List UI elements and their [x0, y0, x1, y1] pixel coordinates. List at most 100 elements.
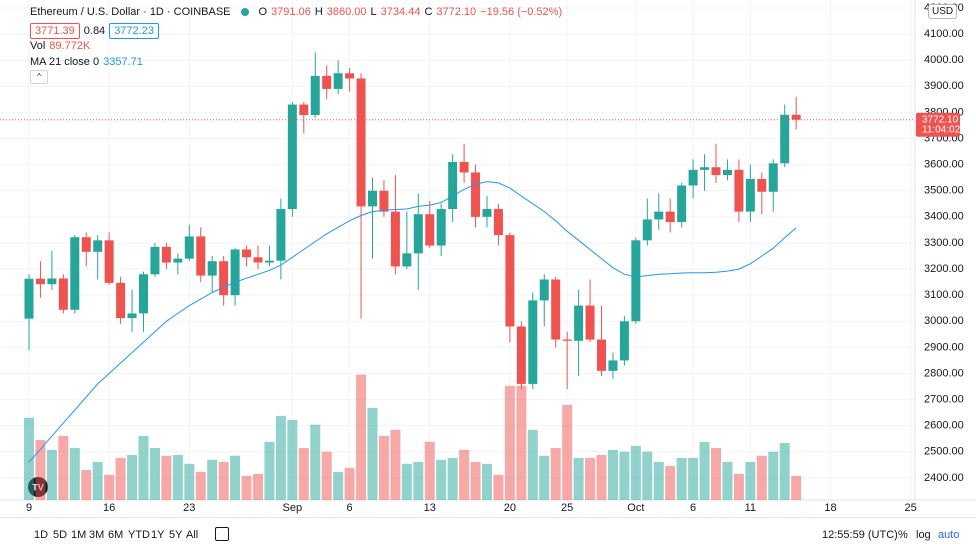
candle-body	[276, 209, 286, 261]
c-value: 3772.10	[436, 6, 477, 18]
candle-body	[482, 209, 492, 217]
currency-button[interactable]: USD	[928, 4, 958, 19]
candle-body	[471, 172, 481, 217]
price-axis-bg	[915, 0, 976, 517]
y-tick-label: 3500.00	[924, 185, 964, 197]
candle-body	[345, 73, 355, 79]
candle-body	[230, 249, 240, 296]
range-button[interactable]: All	[186, 529, 199, 541]
x-tick-label: 11	[745, 502, 756, 514]
ask[interactable]: 3772.23	[109, 23, 159, 39]
volume-bar	[390, 429, 401, 500]
collapse-button[interactable]: ^	[30, 70, 48, 84]
candle-body	[642, 219, 652, 241]
candle-body	[184, 236, 194, 259]
volume-bar	[596, 454, 607, 500]
bid[interactable]: 3771.39	[30, 23, 80, 39]
volume-bar	[447, 457, 458, 500]
candle-body	[93, 240, 103, 252]
candle-body	[757, 178, 767, 192]
volume-bar	[539, 455, 550, 500]
last-price-label: 3772.10	[922, 114, 959, 125]
candle-body	[516, 326, 526, 384]
range-button[interactable]: 6M	[108, 529, 124, 541]
candles	[24, 52, 801, 390]
candle-body	[700, 167, 710, 170]
x-tick-label: 13	[424, 502, 436, 514]
volume-bar	[665, 465, 676, 500]
volume-bar	[676, 457, 687, 500]
volume-bar	[344, 467, 355, 500]
candle-body	[207, 261, 217, 276]
range-button[interactable]: 5D	[53, 529, 68, 541]
legend-quote: 3771.39 0.84 3772.23	[30, 23, 159, 39]
x-tick-label: 6	[690, 502, 696, 514]
y-tick-label: 4000.00	[924, 54, 964, 66]
volume-bar	[413, 461, 424, 500]
candle-body	[81, 237, 91, 252]
x-tick-label: 18	[824, 502, 836, 514]
candle-body	[402, 253, 412, 267]
grid	[0, 0, 915, 500]
range-button[interactable]: 3M	[89, 529, 105, 541]
volume-bar	[367, 407, 378, 500]
range-button[interactable]: 1Y	[151, 529, 165, 541]
candle-body	[127, 313, 137, 319]
y-tick-label: 2400.00	[924, 472, 964, 484]
candle-body	[734, 169, 744, 212]
volume-bar	[504, 385, 515, 500]
volume-bar	[149, 448, 160, 500]
vol-value: 89.772K	[49, 40, 91, 52]
countdown-label: 11:04:02	[922, 124, 961, 135]
auto-toggle[interactable]: auto	[938, 529, 960, 541]
candle-body	[551, 279, 561, 340]
y-tick-label: 3200.00	[924, 263, 964, 275]
date-range-icon[interactable]	[215, 527, 229, 541]
candle-body	[654, 211, 664, 220]
range-button[interactable]: YTD	[128, 529, 150, 541]
x-tick-label: Sep	[283, 502, 303, 514]
candle-body	[505, 235, 515, 327]
candle-body	[264, 260, 274, 263]
o-value: 3791.06	[271, 6, 311, 18]
candle-body	[219, 261, 229, 296]
vol-key: Vol	[30, 40, 46, 52]
candle-body	[116, 282, 126, 319]
log-toggle[interactable]: log	[916, 529, 931, 541]
ma-key: MA 21 close 0	[30, 56, 100, 68]
volume-bar	[287, 419, 298, 500]
range-button[interactable]: 5Y	[169, 529, 183, 541]
volume-bar	[722, 461, 733, 500]
candle-body	[287, 104, 297, 210]
candle-body	[24, 278, 34, 319]
volume-bar	[46, 449, 57, 500]
candle-body	[574, 305, 584, 341]
volume-bar	[653, 461, 664, 500]
volume-bar	[275, 415, 286, 500]
range-button[interactable]: 1M	[71, 529, 87, 541]
candle-body	[150, 246, 160, 275]
y-tick-label: 4100.00	[924, 28, 964, 40]
y-tick-label: 3000.00	[924, 315, 964, 327]
volume-bar	[81, 469, 92, 500]
volume-bar	[493, 474, 504, 500]
volume-bar	[688, 457, 699, 500]
clock: 12:55:59 (UTC)	[822, 529, 898, 541]
ma-line	[28, 181, 797, 463]
y-tick-label: 2800.00	[924, 367, 964, 379]
candle-body	[310, 75, 320, 116]
candle-body	[539, 279, 549, 301]
range-button[interactable]: 1D	[34, 529, 49, 541]
x-tick-label: 16	[103, 502, 115, 514]
change: −19.56 (−0.52%)	[480, 6, 563, 18]
y-tick-label: 2500.00	[924, 446, 964, 458]
y-tick-label: 3100.00	[924, 289, 964, 301]
volume-bar	[104, 474, 115, 500]
volume-bar	[791, 475, 802, 500]
percent-toggle[interactable]: %	[898, 529, 908, 541]
y-tick-label: 2700.00	[924, 393, 964, 405]
volume-bar	[195, 471, 206, 500]
volume-bar	[253, 474, 263, 500]
candle-body	[585, 305, 595, 340]
volume-bar	[310, 424, 321, 500]
